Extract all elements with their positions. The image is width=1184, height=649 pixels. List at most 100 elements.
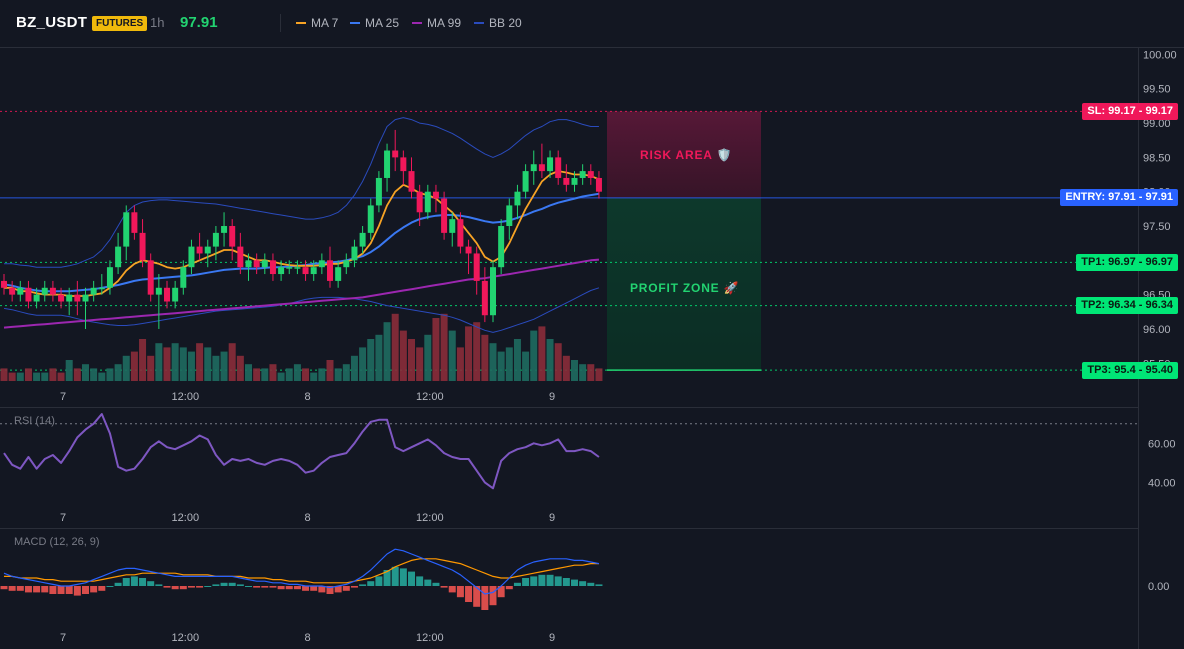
time-tick-label: 12:00 bbox=[416, 512, 444, 524]
candle-body bbox=[196, 246, 203, 254]
tp1-tag[interactable]: TP1: 96.97 - 96.97 bbox=[1076, 253, 1178, 271]
volume-bar bbox=[16, 372, 24, 381]
price-axis-ticks: 100.0099.5099.0098.5098.0097.5097.0096.5… bbox=[1143, 49, 1177, 370]
candle-body bbox=[155, 287, 162, 295]
chart-header: BZ_USDT FUTURES 1h 97.91 MA 7 MA 25 MA 9… bbox=[0, 0, 1184, 46]
candle-body bbox=[74, 294, 81, 302]
legend-ma99[interactable]: MA 99 bbox=[412, 16, 461, 30]
candle-body bbox=[563, 177, 570, 185]
legend-ma25[interactable]: MA 25 bbox=[350, 16, 399, 30]
time-tick-label: 12:00 bbox=[172, 632, 200, 644]
macd-histogram-bar bbox=[497, 586, 505, 598]
volume-bar bbox=[571, 360, 578, 381]
candle-body bbox=[49, 287, 56, 295]
candle-body bbox=[294, 267, 301, 269]
volume-bar bbox=[595, 368, 603, 381]
macd-histogram-bar bbox=[139, 578, 147, 586]
macd-pane: 0.00 bbox=[0, 548, 1169, 610]
macd-histogram-bar bbox=[220, 582, 228, 586]
rsi-tick-label: 60.00 bbox=[1148, 438, 1176, 450]
candle-body bbox=[441, 198, 448, 233]
time-tick-label: 8 bbox=[304, 632, 310, 644]
macd-histogram-bar bbox=[106, 586, 114, 587]
time-tick-label: 12:00 bbox=[172, 391, 200, 403]
time-tick-label: 9 bbox=[549, 632, 555, 644]
futures-badge: FUTURES bbox=[92, 16, 148, 31]
macd-histogram-bar bbox=[481, 586, 489, 610]
risk-area-zone bbox=[607, 111, 761, 198]
candle-body bbox=[269, 260, 276, 275]
volume-bar bbox=[261, 368, 269, 381]
volume-bar bbox=[41, 372, 49, 381]
candle-body bbox=[245, 260, 252, 268]
candle-body bbox=[547, 157, 554, 172]
macd-histogram-bar bbox=[359, 584, 367, 586]
macd-histogram-bar bbox=[334, 586, 342, 593]
time-tick-label: 12:00 bbox=[416, 632, 444, 644]
macd-histogram-bar bbox=[505, 586, 513, 590]
tp3-tag[interactable]: TP3: 95.4 - 95.40 bbox=[1082, 361, 1178, 379]
timeframe-label[interactable]: 1h bbox=[150, 15, 165, 30]
candle-body bbox=[237, 246, 244, 268]
macd-histogram-bar bbox=[122, 578, 130, 586]
macd-tick-label: 0.00 bbox=[1148, 581, 1169, 593]
volume-bar bbox=[416, 347, 424, 381]
candle-body bbox=[335, 267, 342, 281]
macd-histogram-bar bbox=[408, 571, 415, 586]
volume-bar bbox=[326, 360, 334, 381]
volume-bar bbox=[546, 339, 554, 381]
volume-bar bbox=[65, 360, 73, 381]
volume-bar bbox=[212, 355, 220, 381]
volume-bar bbox=[399, 330, 407, 381]
candle-body bbox=[172, 287, 179, 302]
volume-bar bbox=[130, 351, 138, 381]
candle-body bbox=[286, 267, 293, 269]
macd-histogram-bar bbox=[171, 586, 179, 590]
candle-body bbox=[506, 205, 513, 227]
volume-bar bbox=[497, 351, 505, 381]
entry-tag[interactable]: ENTRY: 97.91 - 97.91 bbox=[1060, 189, 1178, 207]
candle-body bbox=[498, 226, 505, 268]
macd-signal-line bbox=[4, 558, 599, 584]
symbol-name[interactable]: BZ_USDT bbox=[16, 14, 88, 31]
candle-body bbox=[449, 219, 456, 233]
candle-body bbox=[343, 260, 350, 268]
volume-bar bbox=[448, 330, 456, 381]
macd-histogram-bar bbox=[261, 586, 269, 588]
volume-bar bbox=[163, 347, 171, 381]
time-tick-label: 12:00 bbox=[172, 512, 200, 524]
bollinger-bands bbox=[3, 117, 600, 333]
candle-body bbox=[351, 246, 358, 261]
legend-ma25-label: MA 25 bbox=[365, 16, 400, 30]
candle-body bbox=[1, 280, 7, 288]
volume-bar bbox=[587, 364, 595, 381]
bb-lower-line bbox=[3, 287, 600, 333]
volume-bar bbox=[350, 355, 358, 381]
legend-ma7[interactable]: MA 7 bbox=[296, 16, 338, 30]
macd-line bbox=[3, 548, 600, 595]
macd-histogram-bar bbox=[73, 586, 81, 596]
macd-histogram-bar bbox=[302, 586, 310, 591]
tp2-tag[interactable]: TP2: 96.34 - 96.34 bbox=[1076, 297, 1178, 315]
volume-bar bbox=[155, 343, 163, 381]
macd-histogram-bar bbox=[82, 586, 89, 594]
legend-bb20[interactable]: BB 20 bbox=[474, 16, 522, 30]
volume-bar bbox=[408, 339, 415, 381]
candle-body bbox=[82, 294, 89, 302]
volume-bar bbox=[538, 326, 546, 381]
volume-bar bbox=[432, 318, 440, 381]
volume-bar bbox=[147, 355, 155, 381]
candle-body bbox=[490, 267, 496, 316]
volume-bar bbox=[171, 343, 179, 381]
volume-bar bbox=[505, 347, 513, 381]
macd-histogram-bar bbox=[473, 586, 481, 607]
last-price: 97.91 bbox=[180, 14, 218, 31]
candle-body bbox=[66, 294, 73, 302]
macd-histogram-bar bbox=[587, 582, 595, 586]
candle-body bbox=[432, 191, 439, 199]
macd-histogram-bar bbox=[456, 586, 464, 598]
sl-tag[interactable]: SL: 99.17 - 99.17 bbox=[1082, 102, 1178, 120]
candle-body bbox=[416, 191, 423, 213]
candle-body bbox=[229, 226, 236, 247]
